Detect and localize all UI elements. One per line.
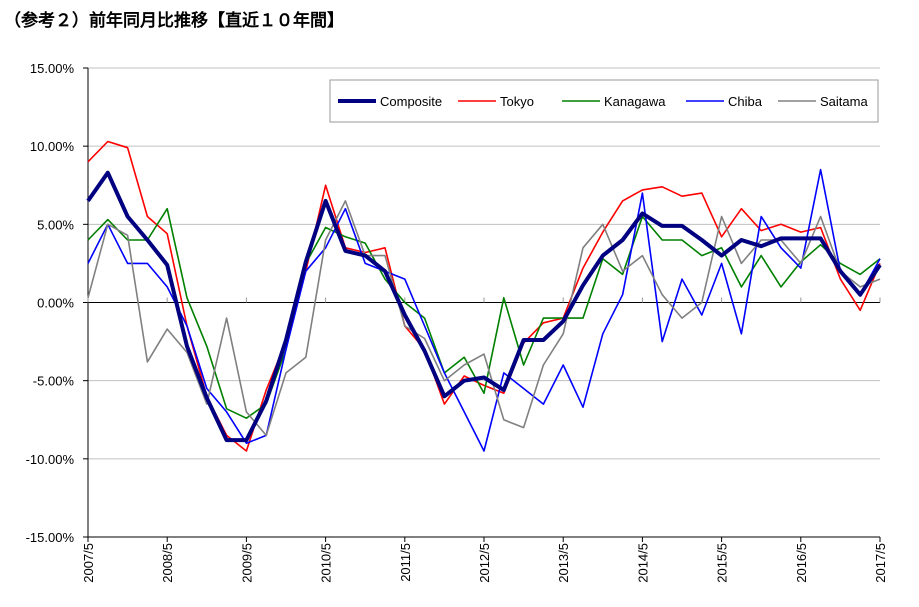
x-tick-label: 2013/5	[556, 543, 571, 583]
series-line-kanagawa	[87, 207, 881, 420]
y-tick-label: -15.00%	[26, 530, 75, 545]
legend-label: Tokyo	[500, 94, 534, 109]
x-tick-label: 2012/5	[477, 543, 492, 583]
chart-title: （参考２）前年同月比推移【直近１０年間】	[4, 11, 344, 31]
y-tick-label: 10.00%	[30, 139, 75, 154]
legend-label: Saitama	[820, 94, 868, 109]
x-tick-label: 2009/5	[239, 543, 254, 583]
x-tick-label: 2010/5	[319, 543, 334, 583]
x-tick-label: 2011/5	[398, 543, 413, 582]
x-tick-label: 2015/5	[715, 543, 730, 583]
x-tick-label: 2008/5	[160, 543, 175, 583]
series-lines	[86, 140, 882, 452]
x-tick-label: 2007/5	[81, 543, 96, 583]
x-tick-label: 2017/5	[873, 543, 888, 583]
x-tick-label: 2016/5	[794, 543, 809, 583]
y-tick-label: 0.00%	[37, 296, 74, 311]
y-axis-ticks: 15.00% 10.00% 5.00% 0.00% -5.00% -10.00% -15.0…	[26, 61, 88, 545]
legend: Composite Tokyo Kanagawa Chiba Saitama	[329, 79, 879, 123]
gridlines	[87, 67, 880, 538]
legend-label: Composite	[380, 94, 442, 109]
y-tick-label: 15.00%	[30, 61, 75, 76]
legend-label: Chiba	[728, 94, 763, 109]
legend-label: Kanagawa	[604, 94, 666, 109]
x-tick-label: 2014/5	[635, 543, 650, 583]
y-tick-label: -5.00%	[33, 374, 75, 389]
series-line-chiba	[87, 168, 881, 452]
legend-box	[329, 79, 879, 123]
series-line-saitama	[87, 200, 881, 437]
y-tick-label: 5.00%	[37, 217, 74, 232]
y-tick-label: -10.00%	[26, 452, 75, 467]
series-line-composite	[86, 170, 882, 443]
x-axis-ticks: 2007/5 2008/5 2009/5 2010/5 2011/5 2012/5 2013…	[81, 297, 888, 583]
